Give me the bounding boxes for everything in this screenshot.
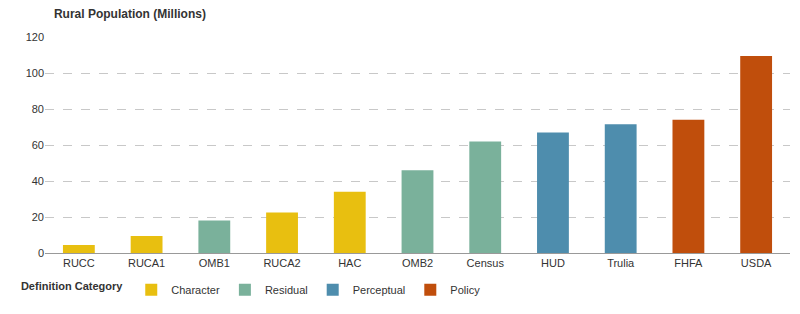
svg-text:0: 0	[38, 247, 44, 259]
svg-text:RUCC: RUCC	[63, 257, 95, 269]
svg-text:RUCA1: RUCA1	[128, 257, 165, 269]
svg-text:Trulia: Trulia	[607, 257, 635, 269]
svg-text:OMB1: OMB1	[199, 257, 230, 269]
svg-text:60: 60	[32, 139, 44, 151]
svg-text:HUD: HUD	[541, 257, 565, 269]
svg-text:120: 120	[26, 31, 44, 43]
svg-text:USDA: USDA	[741, 257, 772, 269]
svg-text:FHFA: FHFA	[674, 257, 703, 269]
svg-text:Definition Category: Definition Category	[21, 280, 123, 292]
svg-text:80: 80	[32, 103, 44, 115]
svg-text:Character: Character	[171, 284, 220, 296]
svg-text:Rural Population (Millions): Rural Population (Millions)	[54, 7, 206, 21]
svg-text:Residual: Residual	[265, 284, 308, 296]
svg-text:100: 100	[26, 67, 44, 79]
svg-text:HAC: HAC	[338, 257, 361, 269]
svg-text:Census: Census	[467, 257, 505, 269]
svg-text:20: 20	[32, 211, 44, 223]
svg-text:RUCA2: RUCA2	[263, 257, 300, 269]
svg-text:Policy: Policy	[450, 284, 480, 296]
svg-text:OMB2: OMB2	[402, 257, 433, 269]
svg-text:Perceptual: Perceptual	[353, 284, 406, 296]
svg-text:40: 40	[32, 175, 44, 187]
